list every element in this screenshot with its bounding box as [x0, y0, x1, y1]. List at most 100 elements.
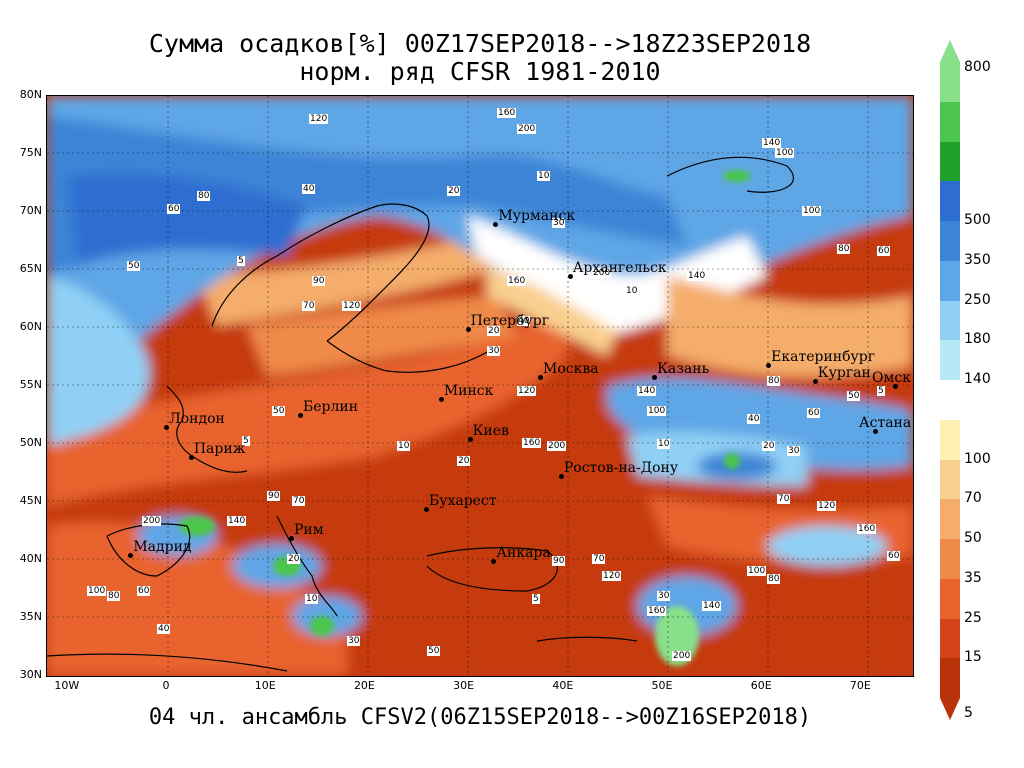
city-marker: [812, 379, 818, 385]
legend-tick: 25: [964, 609, 982, 626]
city-marker: [164, 424, 170, 430]
contour-value: 20: [487, 326, 501, 336]
contour-value: 60: [167, 204, 181, 214]
contour-value: 120: [517, 386, 537, 396]
contour-value: 120: [309, 114, 329, 124]
city-marker: [873, 429, 879, 435]
contour-value: 40: [302, 184, 316, 194]
contour-value: 200: [142, 516, 162, 526]
lat-label: 40N: [19, 552, 42, 565]
city-marker: [188, 454, 194, 460]
legend-swatch: [940, 300, 960, 341]
lon-label: 50E: [651, 679, 673, 692]
contour-value: 5: [532, 594, 540, 604]
city-name: Минск: [443, 382, 494, 399]
contour-value: 30: [552, 218, 566, 228]
contour-value: 20: [457, 456, 471, 466]
legend-swatch: [940, 260, 960, 301]
contour-value: 90: [267, 491, 281, 501]
city-marker: [128, 553, 134, 559]
city-name: Берлин: [302, 399, 359, 415]
city-name: Курган: [817, 365, 871, 382]
city-name: Анкара: [496, 545, 551, 562]
legend-tick: 140: [964, 371, 991, 387]
lat-label: 30N: [19, 668, 42, 681]
contour-value: 140: [227, 516, 247, 526]
city-name: Астана: [859, 415, 912, 432]
contour-value: 10: [305, 594, 319, 604]
legend-swatch: [940, 658, 960, 698]
lon-label: 20E: [353, 679, 375, 692]
contour-value: 70: [302, 301, 316, 311]
lon-label: 10W: [54, 679, 80, 692]
contour-value: 200: [592, 268, 612, 278]
legend-swatch: [940, 578, 960, 619]
legend-tick: 35: [964, 569, 982, 586]
legend-tick: 250: [964, 291, 991, 308]
city-name: Петербург: [470, 313, 550, 330]
lon-label: 0: [162, 679, 170, 692]
legend-tick: 5: [964, 705, 973, 721]
contour-value: 160: [647, 606, 667, 616]
city-marker: [465, 327, 471, 333]
legend-swatch: [940, 101, 960, 142]
city-marker: [467, 437, 473, 443]
legend-swatch: [940, 181, 960, 221]
legend-swatch: [940, 62, 960, 102]
city-marker: [538, 374, 543, 380]
legend-swatch: [940, 380, 960, 420]
city-name: Казань: [657, 360, 710, 377]
contour-value: 60: [807, 408, 821, 418]
city-marker: [558, 474, 564, 480]
lon-label: 40E: [552, 679, 574, 692]
lon-label: 60E: [750, 679, 772, 692]
legend-tick: 70: [964, 490, 982, 507]
contour-value: 90: [552, 556, 566, 566]
city-name: Омск: [872, 370, 911, 386]
legend-swatch: [940, 539, 960, 579]
legend-tick: 50: [964, 530, 982, 546]
city-name: Лондон: [169, 410, 225, 427]
contour-value: 5: [877, 386, 885, 396]
contour-value: 30: [787, 446, 801, 456]
contour-value: 160: [522, 438, 542, 448]
lat-label: 35N: [19, 610, 42, 623]
contour-value: 70: [777, 494, 791, 504]
contour-value: 140: [762, 138, 782, 148]
city-name: Екатеринбург: [771, 349, 876, 366]
lon-label: 70E: [849, 679, 871, 692]
contour-value: 50: [427, 646, 441, 656]
contour-value: 70: [292, 496, 306, 506]
contour-value: 160: [857, 524, 877, 534]
contour-value: 50: [272, 406, 286, 416]
lat-label: 50N: [19, 436, 42, 449]
contour-value: 160: [497, 108, 517, 118]
legend-swatch: [940, 459, 960, 500]
contour-value: 60: [137, 586, 151, 596]
city-marker: [423, 506, 429, 512]
lon-label: 30E: [453, 679, 475, 692]
city-name: Бухарест: [428, 492, 497, 509]
city-marker: [297, 413, 303, 418]
contour-value: 20: [287, 554, 301, 564]
legend-arrow-bottom: [940, 698, 960, 720]
contour-value: 200: [672, 651, 692, 661]
contour-value: 100: [775, 148, 795, 158]
city-name: Архангельск: [572, 259, 667, 276]
legend-arrow-top: [940, 40, 960, 62]
legend-swatch: [940, 340, 960, 380]
map-field: [47, 96, 913, 676]
legend-tick: 800: [964, 59, 991, 75]
contour-value: 100: [802, 206, 822, 216]
contour-value: 30: [487, 346, 501, 356]
lat-label: 75N: [19, 146, 42, 159]
contour-value: 5: [242, 436, 250, 446]
legend-swatch: [940, 618, 960, 659]
contour-value: 40: [157, 624, 171, 634]
color-legend: 5 15 25 35 50 70 100 140 180 250 350 500 800: [940, 40, 1020, 730]
city-marker: [491, 559, 497, 565]
contour-value: 80: [767, 574, 781, 584]
contour-value: 10: [397, 441, 411, 451]
city-name: Рим: [294, 521, 324, 538]
contour-value: 10: [537, 171, 551, 181]
